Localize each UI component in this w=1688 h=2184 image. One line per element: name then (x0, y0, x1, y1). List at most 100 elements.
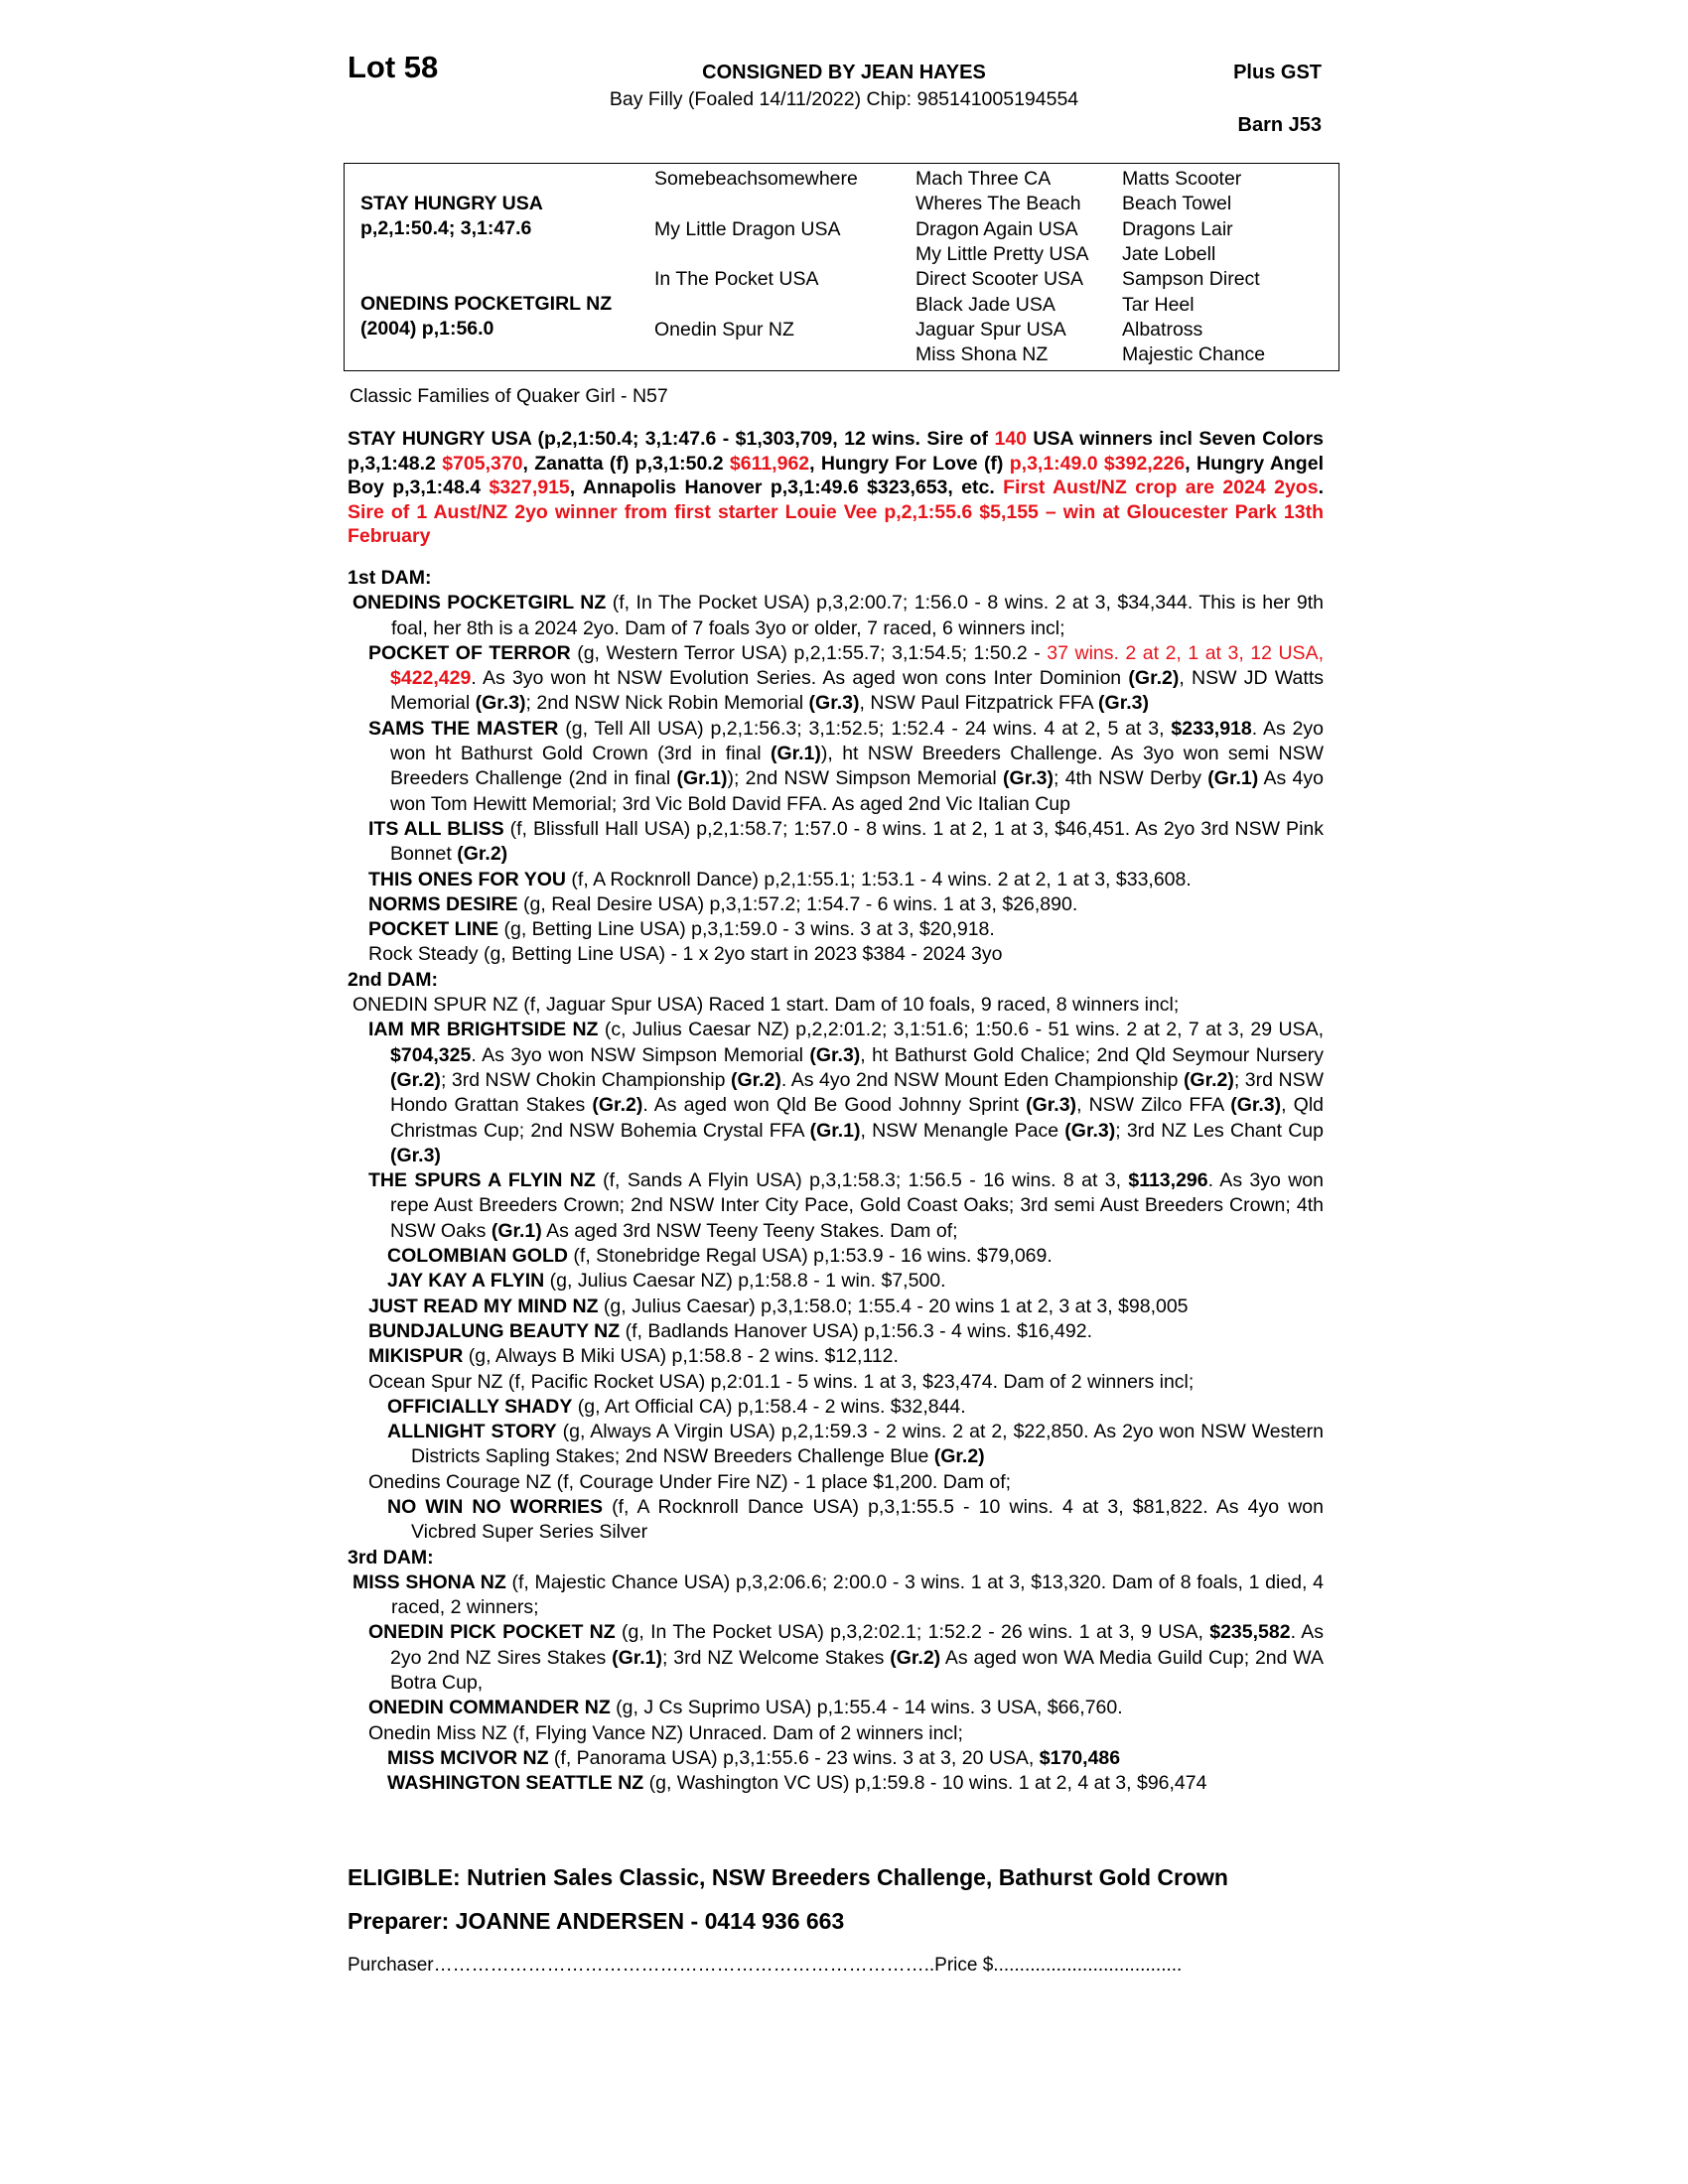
bold-text: (Gr.3) (1098, 692, 1149, 715)
bold-text: (Gr.3) (808, 692, 860, 715)
bold-text: $113,296 (1128, 1169, 1208, 1192)
text: As 4yo won Tom Hewitt Memorial; 3rd Vic … (390, 767, 1324, 815)
text: ; 3rd NZ Les Chant Cup (1115, 1119, 1324, 1142)
barn-number: Barn J53 (1237, 114, 1323, 136)
progeny-entry: Rock Steady (g, Betting Line USA) - 1 x … (348, 942, 1324, 967)
text: Rock Steady (g, Betting Line USA) - 1 x … (368, 943, 1003, 966)
bold-text: JUST READ MY MIND NZ (368, 1295, 599, 1317)
progeny-entry: JAY KAY A FLYIN (g, Julius Caesar NZ) p,… (348, 1269, 1324, 1294)
pedigree-ancestor: In The Pocket USA (654, 268, 819, 291)
family-note: Classic Families of Quaker Girl - N57 (350, 385, 668, 407)
progeny-entry: BUNDJALUNG BEAUTY NZ (f, Badlands Hanove… (348, 1319, 1324, 1344)
text: (f, A Rocknroll Dance USA) p,3,1:55.5 - … (411, 1495, 1324, 1544)
highlight-text: $327,915 (489, 477, 570, 498)
bold-text: ONEDIN PICK POCKET NZ (368, 1621, 616, 1644)
pedigree-ancestor: Matts Scooter (1122, 168, 1242, 190)
text: . As 2yo 2nd NZ Sires Stakes (390, 1621, 1324, 1669)
highlight-text: 37 wins. 2 at 2, 1 at 3, 12 USA, (1047, 641, 1324, 664)
bold-text: ONEDINS POCKETGIRL NZ (352, 592, 607, 614)
bold-text: (Gr.2) (390, 1068, 441, 1091)
progeny-entry: ONEDIN COMMANDER NZ (g, J Cs Suprimo USA… (348, 1696, 1324, 1720)
bold-text: IAM MR BRIGHTSIDE NZ (368, 1019, 599, 1041)
text: . As 3yo won NSW Simpson Memorial (471, 1043, 810, 1066)
text: (f, Sands A Flyin USA) p,3,1:58.3; 1:56.… (595, 1169, 1129, 1192)
bold-text: BUNDJALUNG BEAUTY NZ (368, 1319, 621, 1342)
progeny-entry: JUST READ MY MIND NZ (g, Julius Caesar) … (348, 1295, 1324, 1319)
text: Ocean Spur NZ (f, Pacific Rocket USA) p,… (368, 1370, 1195, 1393)
bold-text: OFFICIALLY SHADY (387, 1395, 573, 1418)
bold-text: $704,325 (390, 1043, 472, 1066)
progeny-entry: IAM MR BRIGHTSIDE NZ (c, Julius Caesar N… (348, 1018, 1324, 1168)
text: (f, Panorama USA) p,3,1:55.6 - 23 wins. … (548, 1746, 1040, 1769)
bold-text: (Gr.3) (1003, 767, 1054, 790)
text: (f, In The Pocket USA) p,3,2:00.7; 1:56.… (391, 592, 1324, 639)
progeny-entry: ITS ALL BLISS (f, Blissfull Hall USA) p,… (348, 817, 1324, 868)
text: ; 3rd NZ Welcome Stakes (662, 1646, 891, 1669)
text: USA winners incl Seven Colors p,3,1:48.2 (348, 428, 1325, 475)
text: . (1318, 477, 1324, 498)
text: , Annapolis Hanover p,3,1:49.6 $323,653,… (569, 477, 1004, 498)
progeny-entry: POCKET OF TERROR (g, Western Terror USA)… (348, 641, 1324, 717)
text: , NSW Paul Fitzpatrick FFA (859, 692, 1099, 715)
bold-text: MISS SHONA NZ (352, 1570, 506, 1593)
progeny-entry: ALLNIGHT STORY (g, Always A Virgin USA) … (348, 1420, 1324, 1470)
progeny-entry: POCKET LINE (g, Betting Line USA) p,3,1:… (348, 917, 1324, 942)
pedigree-ancestor: Tar Heel (1122, 293, 1195, 316)
bold-text: (Gr.2) (730, 1068, 781, 1091)
bold-text: (Gr.1) (612, 1646, 663, 1669)
dam-heading: 3rd DAM: (348, 1546, 434, 1569)
pedigree-ancestor: Onedin Spur NZ (654, 318, 794, 341)
highlight-text: p,3,1:49.0 $392,226 (1009, 452, 1186, 475)
bold-text: SAMS THE MASTER (368, 717, 559, 740)
text: . As aged won Qld Be Good Johnny Sprint (642, 1094, 1027, 1117)
text: ); 2nd NSW Simpson Memorial (727, 767, 1004, 790)
text: (g, Always B Miki USA) p,1:58.8 - 2 wins… (463, 1345, 899, 1368)
pedigree-ancestor: Black Jade USA (915, 293, 1055, 316)
pedigree-ancestor: Dragons Lair (1122, 217, 1233, 240)
progeny-entry: Onedin Miss NZ (f, Flying Vance NZ) Unra… (348, 1721, 1324, 1746)
progeny-entry: WASHINGTON SEATTLE NZ (g, Washington VC … (348, 1771, 1324, 1796)
bold-text: NORMS DESIRE (368, 892, 518, 915)
bold-text: JAY KAY A FLYIN (387, 1270, 545, 1293)
text: (c, Julius Caesar NZ) p,2,2:01.2; 3,1:51… (598, 1019, 1324, 1041)
progeny-entry: ONEDIN SPUR NZ (f, Jaguar Spur USA) Race… (348, 993, 1324, 1018)
progeny-entry: THIS ONES FOR YOU (f, A Rocknroll Dance)… (348, 868, 1324, 892)
bold-text: (Gr.3) (1064, 1119, 1116, 1142)
text: , NSW Menangle Pace (860, 1119, 1065, 1142)
text: , Qld Christmas Cup; 2nd NSW Bohemia Cry… (390, 1094, 1324, 1142)
pedigree-ancestor: Beach Towel (1122, 193, 1232, 215)
text: STAY HUNGRY USA (p,2,1:50.4; 3,1:47.6 - … (348, 428, 995, 450)
text: , Hungry For Love (f) (809, 452, 1010, 475)
progeny-entry: NORMS DESIRE (g, Real Desire USA) p,3,1:… (348, 892, 1324, 917)
pedigree-ancestor: Dragon Again USA (915, 217, 1078, 240)
progeny-entry: SAMS THE MASTER (g, Tell All USA) p,2,1:… (348, 717, 1324, 817)
bold-text: (Gr.1) (676, 767, 728, 790)
text: As aged 3rd NSW Teeny Teeny Stakes. Dam … (541, 1219, 958, 1242)
text: ; 4th NSW Derby (1053, 767, 1208, 790)
highlight-text: $422,429 (390, 667, 472, 690)
bold-text: ALLNIGHT STORY (387, 1421, 557, 1443)
bold-text: (Gr.1) (770, 743, 821, 765)
bold-text: $170,486 (1039, 1746, 1121, 1769)
progeny-entry: COLOMBIAN GOLD (f, Stonebridge Regal USA… (348, 1244, 1324, 1269)
highlight-text: $611,962 (729, 452, 810, 475)
bold-text: (Gr.2) (933, 1445, 985, 1468)
consignor: CONSIGNED BY JEAN HAYES (0, 62, 1688, 84)
pedigree-ancestor: Miss Shona NZ (915, 343, 1049, 366)
highlight-text: Sire of 1 Aust/NZ 2yo winner from first … (348, 500, 1324, 548)
text: (g, Washington VC US) p,1:59.8 - 10 wins… (643, 1772, 1207, 1795)
bold-text: ONEDIN COMMANDER NZ (368, 1697, 611, 1719)
dam-lines: 1st DAM: ONEDINS POCKETGIRL NZ (f, In The… (348, 566, 1324, 1797)
text: (f, A Rocknroll Dance) p,2,1:55.1; 1:53.… (566, 868, 1192, 890)
text: (g, J Cs Suprimo USA) p,1:55.4 - 14 wins… (610, 1697, 1123, 1719)
progeny-entry: ONEDINS POCKETGIRL NZ (f, In The Pocket … (348, 591, 1324, 641)
sire-record: p,2,1:50.4; 3,1:47.6 (360, 217, 532, 239)
bold-text: MISS MCIVOR NZ (387, 1746, 549, 1769)
preparer: Preparer: JOANNE ANDERSEN - 0414 936 663 (348, 1908, 845, 1934)
bold-text: NO WIN NO WORRIES (387, 1495, 603, 1518)
text: Onedin Miss NZ (f, Flying Vance NZ) Unra… (368, 1721, 963, 1744)
bold-text: (Gr.2) (890, 1646, 941, 1669)
text: (f, Badlands Hanover USA) p,1:56.3 - 4 w… (620, 1319, 1093, 1342)
text: . As 3yo won ht NSW Evolution Series. As… (471, 667, 1129, 690)
progeny-entry: ONEDIN PICK POCKET NZ (g, In The Pocket … (348, 1620, 1324, 1696)
